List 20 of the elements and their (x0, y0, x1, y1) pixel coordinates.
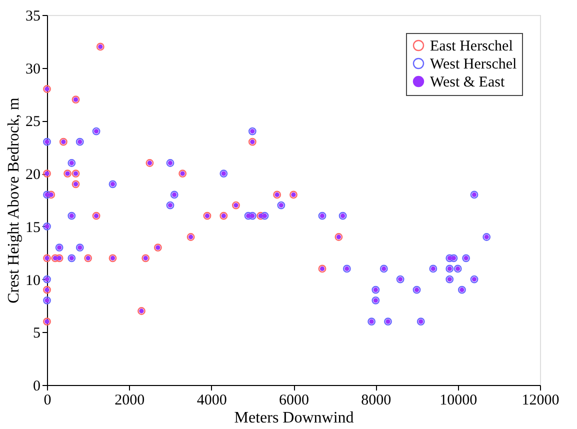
y-tick-label: 15 (26, 220, 40, 236)
y-axis-title: Crest Height Above Bedrock, m (6, 97, 22, 304)
y-tick-label: 25 (26, 114, 40, 130)
y-tick-label: 10 (26, 272, 40, 289)
x-tick-label: 8000 (361, 392, 392, 408)
y-tick-label: 30 (26, 61, 40, 78)
x-axis-title: Meters Downwind (234, 410, 354, 426)
legend-label: West Herschel (430, 56, 517, 72)
legend-label: West & East (430, 74, 506, 90)
legend-label: East Herschel (430, 38, 513, 54)
y-tick-label: 0 (33, 378, 40, 394)
x-tick-label: 4000 (196, 392, 227, 408)
x-tick-label: 2000 (114, 392, 145, 408)
x-tick-label: 0 (44, 392, 52, 408)
y-tick-label: 35 (26, 8, 40, 24)
x-tick-label: 10000 (440, 392, 478, 408)
y-tick-label: 5 (33, 326, 40, 342)
x-tick-label: 12000 (522, 392, 560, 408)
x-tick-label: 6000 (279, 392, 309, 408)
y-tick-label: 20 (26, 167, 40, 184)
